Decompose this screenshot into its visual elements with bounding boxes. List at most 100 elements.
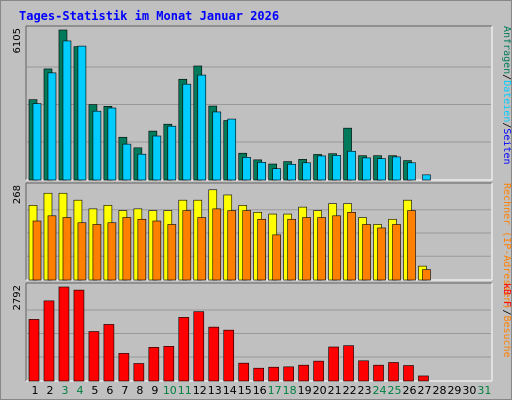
bar (103, 324, 115, 382)
bar (73, 289, 85, 382)
bar (92, 224, 102, 281)
x-tick-label: 31 (477, 384, 491, 397)
bar (118, 353, 130, 382)
x-tick-label: 16 (253, 384, 267, 397)
bar (257, 218, 267, 281)
panel-middle: 268 Rechner (IP-Adressen)/Besuche (12, 182, 511, 358)
bar (298, 364, 309, 382)
bar (32, 103, 42, 181)
x-tick-label: 4 (76, 384, 83, 397)
y-max-label: 6105 (12, 28, 23, 53)
bar (317, 155, 326, 181)
right-legend-label: Rechner (IP-Adressen)/Besuche (501, 183, 511, 358)
bar (43, 300, 55, 382)
x-tick-label: 17 (268, 384, 282, 397)
legend-text: kB F (501, 283, 511, 307)
bar (283, 366, 294, 382)
bar (373, 364, 384, 382)
bar (388, 362, 399, 382)
x-tick-label: 18 (283, 384, 297, 397)
x-tick-label: 25 (388, 384, 402, 397)
x-tick-label: 21 (328, 384, 342, 397)
bar (223, 329, 235, 382)
bar (407, 210, 416, 281)
series-kb-f (28, 286, 429, 382)
x-tick-label: 6 (106, 384, 113, 397)
bar (257, 162, 267, 181)
bar (358, 360, 369, 382)
bar (137, 218, 147, 281)
series-besuche (32, 208, 431, 281)
x-tick-label: 15 (238, 384, 252, 397)
bar (28, 319, 40, 382)
chart-title: Tages-Statistik im Monat Januar 2026 (19, 9, 279, 23)
bar (152, 135, 162, 181)
bar (47, 72, 57, 181)
bar (287, 218, 296, 281)
x-tick-label: 5 (91, 384, 98, 397)
bar (392, 224, 401, 281)
x-tick-label: 10 (163, 384, 177, 397)
bar (347, 150, 356, 181)
bar (197, 74, 207, 181)
legend-text: Besuche (501, 315, 511, 357)
bar (332, 155, 341, 181)
x-tick-label: 24 (373, 384, 387, 397)
bar (407, 162, 416, 181)
x-tick-label: 26 (403, 384, 417, 397)
bar (328, 346, 339, 382)
x-tick-label: 3 (61, 384, 68, 397)
bar (343, 345, 354, 382)
x-tick-label: 30 (462, 384, 476, 397)
bar (317, 217, 326, 281)
x-tick-label: 9 (151, 384, 158, 397)
bar (178, 317, 190, 382)
bar (182, 210, 192, 281)
bar (242, 157, 252, 181)
x-tick-label: 20 (313, 384, 327, 397)
bar (347, 212, 356, 281)
bar (212, 208, 222, 281)
bar (133, 363, 145, 382)
bar (272, 234, 281, 281)
bar (418, 375, 429, 382)
x-tick-label: 12 (193, 384, 207, 397)
y-max-label: 268 (12, 185, 23, 204)
bar (137, 153, 147, 181)
bar (152, 220, 162, 281)
bar (238, 362, 250, 382)
bar (193, 311, 205, 382)
bar (242, 210, 252, 281)
bar (77, 222, 87, 281)
bar (268, 366, 279, 382)
bar (422, 174, 431, 181)
x-tick-label: 29 (447, 384, 461, 397)
y-max-label: 2792 (12, 285, 23, 310)
x-tick-label: 13 (208, 384, 222, 397)
bar (77, 45, 87, 181)
bar (92, 110, 102, 181)
legend-text: / (501, 309, 511, 315)
x-tick-label: 27 (417, 384, 431, 397)
bar (362, 224, 371, 281)
bar (167, 125, 177, 181)
legend-text: Rechner (IP-Adressen) (501, 183, 511, 309)
bar (377, 227, 386, 281)
bar (313, 360, 324, 382)
bar (197, 217, 207, 281)
bar (167, 224, 177, 281)
bar (62, 217, 72, 281)
bar (122, 143, 132, 181)
x-tick-label: 2 (46, 384, 53, 397)
legend-text: Anfragen (501, 26, 511, 74)
bar (403, 365, 414, 382)
bar (272, 168, 281, 181)
bar (107, 222, 117, 281)
bar (32, 220, 42, 281)
legend-text: Dateien (501, 80, 511, 122)
x-axis-ticks: 1 2 3 4 5 6 7 8 9 10 11 12 13 14 15 16 17 18 19 20 21 22 23 24 2… (32, 384, 492, 397)
bar (148, 347, 160, 382)
panel-top: 6105 Anfragen/Dateien/Seiten (12, 25, 511, 181)
